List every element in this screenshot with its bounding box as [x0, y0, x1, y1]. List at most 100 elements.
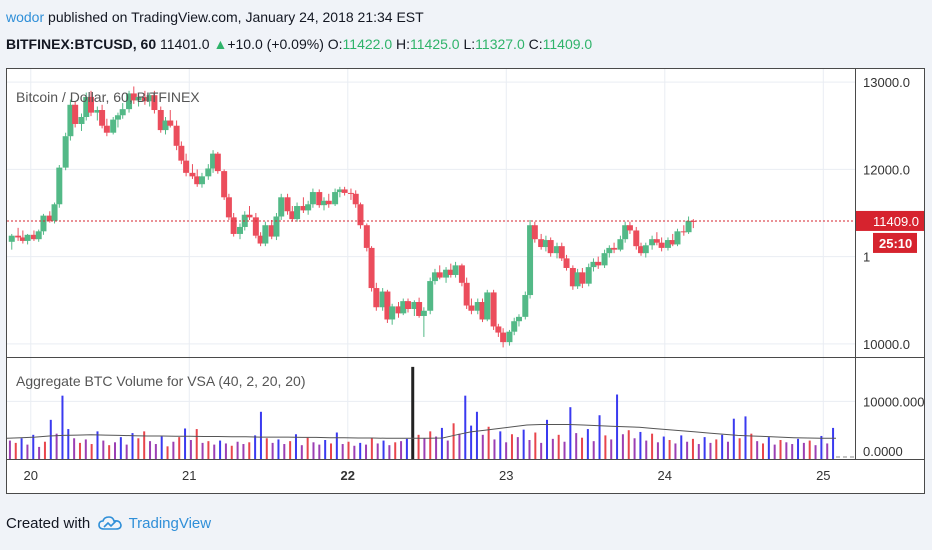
price-tick-label: 10000.0	[863, 337, 910, 352]
volume-bar	[125, 444, 128, 459]
volume-bar	[189, 440, 192, 459]
candle-body	[363, 225, 370, 248]
volume-bar	[26, 444, 29, 459]
candle-body	[531, 225, 538, 240]
volume-bar	[621, 434, 624, 459]
volume-bar	[435, 436, 438, 459]
candle-body	[357, 204, 364, 226]
chart-panel[interactable]: 13000.0 12000.0 10000.0 1 11409.0 25:10 Bitcoi…	[6, 68, 925, 494]
candle-body	[336, 189, 343, 193]
candle-body	[321, 200, 328, 206]
volume-bar	[505, 442, 508, 459]
volume-bar	[90, 444, 93, 459]
volume-bar	[808, 440, 811, 459]
candle-body	[617, 239, 624, 250]
volume-bar	[779, 440, 782, 459]
candle-body	[642, 245, 649, 254]
candle-body	[273, 216, 280, 237]
volume-bar	[201, 442, 204, 459]
candle-body	[246, 214, 253, 218]
countdown-badge	[873, 232, 917, 253]
candle-body	[554, 246, 561, 254]
candle-body	[547, 240, 554, 254]
volume-bar	[259, 411, 262, 459]
candle-body	[309, 192, 316, 205]
volume-bar	[382, 440, 385, 459]
candle-body	[495, 326, 502, 333]
candle-body	[225, 197, 232, 218]
candle-body	[183, 160, 190, 173]
volume-bar	[470, 425, 473, 459]
time-tick-label: 20	[24, 468, 38, 483]
candle-body	[416, 302, 423, 316]
candle-body	[500, 332, 507, 343]
volume-bar	[294, 434, 297, 459]
volume-tick-label: 10000.0000	[863, 394, 924, 409]
volume-bar	[429, 431, 432, 459]
volume-bar	[464, 395, 467, 459]
volume-bar	[674, 443, 677, 459]
volume-bar	[154, 444, 157, 459]
volume-bar	[324, 440, 327, 459]
candle-body	[569, 267, 576, 287]
volume-bar	[254, 435, 257, 459]
volume-bar	[750, 433, 753, 459]
volume-bar	[236, 441, 239, 459]
candle-body	[653, 239, 660, 243]
volume-bar	[306, 437, 309, 459]
candle-body	[189, 172, 196, 177]
candle-body	[400, 301, 407, 314]
volume-bar	[686, 441, 689, 459]
chart-svg[interactable]: 13000.0 12000.0 10000.0 1 11409.0 25:10 Bitcoi…	[7, 69, 924, 493]
volume-bar	[598, 415, 601, 459]
volume-bar	[820, 435, 823, 459]
candle-body	[490, 292, 497, 327]
candle-body	[30, 234, 37, 240]
volume-bar	[826, 443, 829, 459]
volume-bar	[534, 432, 537, 459]
last-price: 11401.0	[160, 36, 210, 52]
volume-bar	[289, 441, 292, 459]
volume-bar	[341, 444, 344, 459]
candle-body	[103, 125, 110, 133]
candle-body	[78, 117, 85, 124]
candle-body	[316, 192, 323, 206]
tradingview-link[interactable]: TradingView	[128, 515, 212, 532]
volume-bar	[353, 445, 356, 459]
volume-bar	[405, 438, 408, 459]
volume-bar	[114, 442, 117, 459]
candle-body	[114, 115, 121, 120]
volume-bar	[773, 444, 776, 459]
volume-bar	[493, 439, 496, 459]
volume-bar	[540, 442, 543, 459]
volume-bar	[242, 444, 245, 459]
candle-body	[347, 192, 354, 194]
countdown-badge-text: 25:10	[879, 236, 912, 251]
candle-body	[458, 265, 465, 283]
volume-bar	[20, 438, 23, 459]
volume-bar	[137, 438, 140, 459]
volume-bar	[762, 443, 765, 459]
candle-body	[443, 269, 450, 278]
candle-body	[35, 231, 42, 240]
time-tick-label: 24	[658, 468, 672, 483]
volume-bar	[73, 438, 76, 459]
author-link[interactable]: wodor	[6, 9, 45, 25]
volume-bar	[160, 436, 163, 459]
candle-body	[563, 258, 570, 268]
candle-body	[431, 272, 438, 282]
candle-body	[405, 301, 412, 309]
candle-body	[262, 225, 269, 244]
candle-body	[24, 234, 31, 241]
symbol-label: BITFINEX:BTCUSD, 60	[6, 36, 157, 52]
candle-body	[515, 316, 522, 322]
candle-body	[110, 119, 117, 133]
candle-body	[595, 261, 602, 266]
candle-body	[373, 288, 380, 308]
volume-bar	[458, 433, 461, 459]
volume-bar	[388, 445, 391, 459]
volume-bar	[546, 419, 549, 459]
candle-body	[257, 235, 264, 244]
publish-info: wodor published on TradingView.com, Janu…	[6, 9, 424, 25]
volume-bar	[715, 439, 718, 459]
